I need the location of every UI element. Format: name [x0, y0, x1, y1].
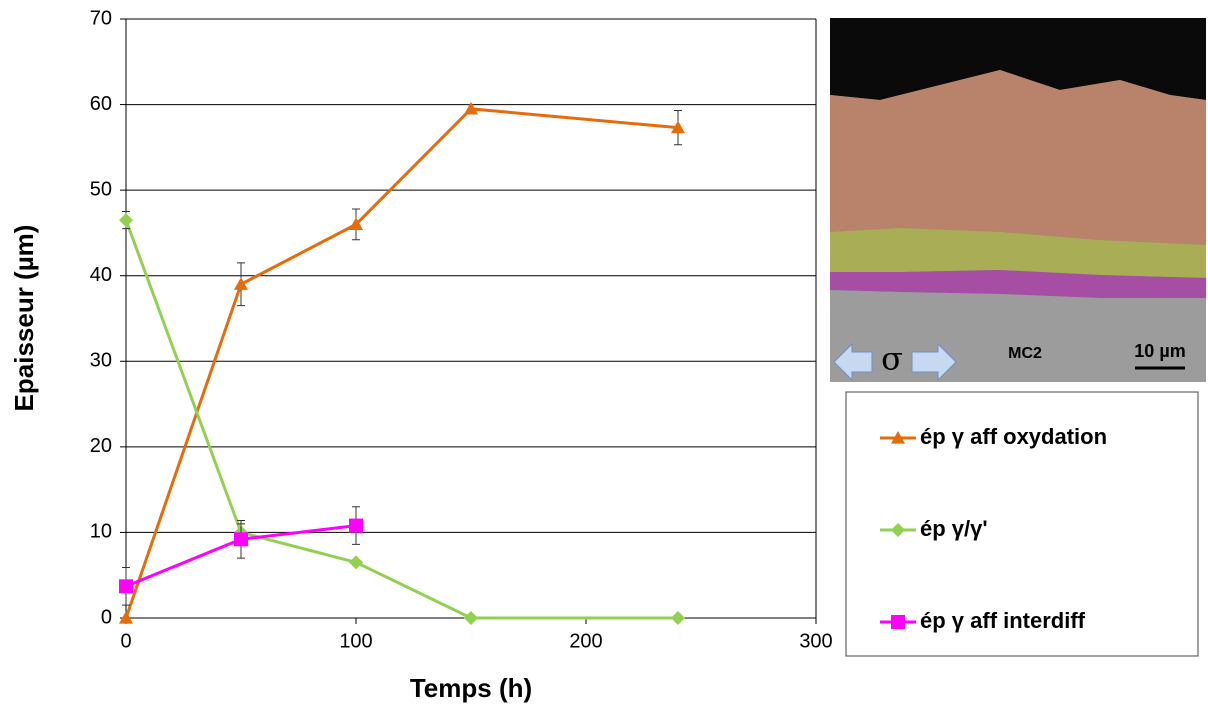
micrograph-top — [830, 18, 1206, 100]
marker — [234, 277, 248, 290]
image-label: σ — [881, 340, 903, 378]
legend-label: ép γ/γ' — [920, 516, 988, 541]
micrograph-layer — [830, 70, 1206, 245]
legend-box — [845, 391, 1199, 657]
legend-label: ép γ aff interdiff — [920, 608, 1086, 633]
marker — [464, 101, 478, 115]
series-line — [124, 219, 678, 620]
legend-marker — [891, 523, 905, 537]
y-tick-label: 20 — [90, 435, 112, 457]
y-tick-label: 40 — [90, 264, 112, 286]
y-tick-label: 30 — [90, 350, 112, 372]
y-tick-label: 60 — [90, 93, 112, 115]
x-tick-label: 300 — [799, 630, 832, 652]
marker — [119, 579, 133, 594]
legend-marker — [891, 431, 905, 444]
marker — [234, 532, 248, 547]
marker — [349, 518, 363, 533]
marker — [671, 611, 685, 625]
marker — [671, 120, 685, 134]
x-axis-label: Temps (h) — [410, 673, 532, 703]
x-tick-label: 200 — [569, 630, 602, 652]
series-line — [124, 107, 679, 619]
marker — [119, 213, 133, 228]
marker — [464, 611, 478, 625]
legend-marker — [891, 615, 905, 629]
y-tick-label: 10 — [90, 521, 112, 543]
x-tick-label: 0 — [120, 630, 131, 652]
y-tick-label: 70 — [90, 7, 112, 29]
x-tick-label: 100 — [339, 630, 372, 652]
micrograph: σ MC2 10 µm — [830, 18, 1206, 382]
legend-label: ép γ aff oxydation — [920, 424, 1107, 449]
y-tick-label: 50 — [90, 178, 112, 200]
arrow — [911, 342, 957, 382]
y-axis-label: Epaisseur (µm) — [9, 225, 39, 412]
micrograph-layer — [830, 228, 1206, 278]
image-label: 10 µm — [1134, 341, 1185, 361]
image-label: MC2 — [1008, 345, 1042, 362]
marker — [349, 555, 363, 570]
marker — [119, 611, 133, 624]
marker — [349, 217, 363, 230]
arrow — [833, 342, 873, 382]
micrograph-layer — [830, 270, 1206, 298]
y-tick-label: 0 — [101, 606, 112, 628]
